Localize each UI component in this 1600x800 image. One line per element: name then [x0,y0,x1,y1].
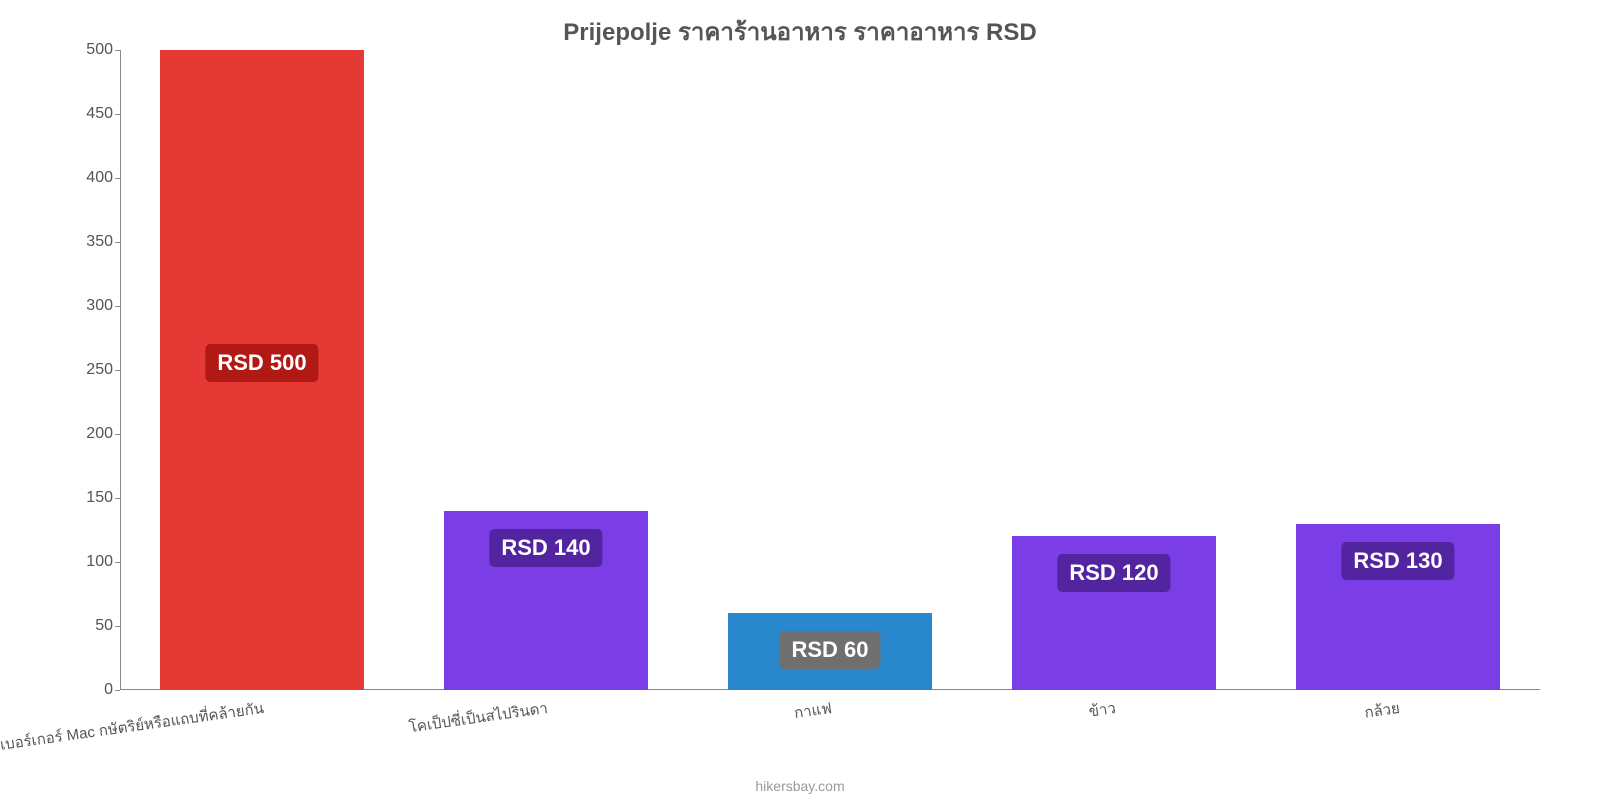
x-tick-label: เบอร์เกอร์ Mac กษัตริย์หรือแถบที่คล้ายกั… [0,696,265,757]
y-tick-mark [115,370,120,371]
x-tick-label: โคเป็ปซี่เป็นสไปรินดา [407,696,549,739]
y-tick-label: 250 [68,361,113,379]
plot-area: RSD 500 RSD 140 RSD 60 RSD 120 RSD 130 [120,50,1540,690]
x-tick-label: กล้วย [1363,696,1401,725]
bar-value-label: RSD 130 [1341,542,1454,580]
bar-value-label: RSD 60 [779,631,880,669]
y-tick-mark [115,114,120,115]
x-tick-label: ข้าว [1087,696,1117,724]
y-tick-label: 100 [68,553,113,571]
y-tick-mark [115,242,120,243]
credit-text: hikersbay.com [755,778,844,794]
bar-value-label: RSD 120 [1057,554,1170,592]
bar-value-label: RSD 140 [489,529,602,567]
y-tick-label: 500 [68,41,113,59]
y-tick-mark [115,434,120,435]
y-tick-label: 400 [68,169,113,187]
y-tick-mark [115,690,120,691]
y-tick-label: 0 [68,681,113,699]
x-tick-label: กาแฟ [793,696,834,725]
chart-area: RSD 500RSD 140RSD 60RSD 120RSD 130 05010… [120,50,1540,720]
y-tick-label: 200 [68,425,113,443]
bar-value-label: RSD 500 [205,344,318,382]
y-tick-label: 450 [68,105,113,123]
y-tick-label: 350 [68,233,113,251]
y-tick-mark [115,50,120,51]
chart-title: Prijepolje ราคาร้านอาหาร ราคาอาหาร RSD [0,0,1600,51]
y-tick-mark [115,178,120,179]
y-tick-mark [115,562,120,563]
y-tick-mark [115,498,120,499]
y-tick-label: 300 [68,297,113,315]
y-tick-label: 50 [68,617,113,635]
y-tick-mark [115,626,120,627]
y-tick-mark [115,306,120,307]
y-tick-label: 150 [68,489,113,507]
